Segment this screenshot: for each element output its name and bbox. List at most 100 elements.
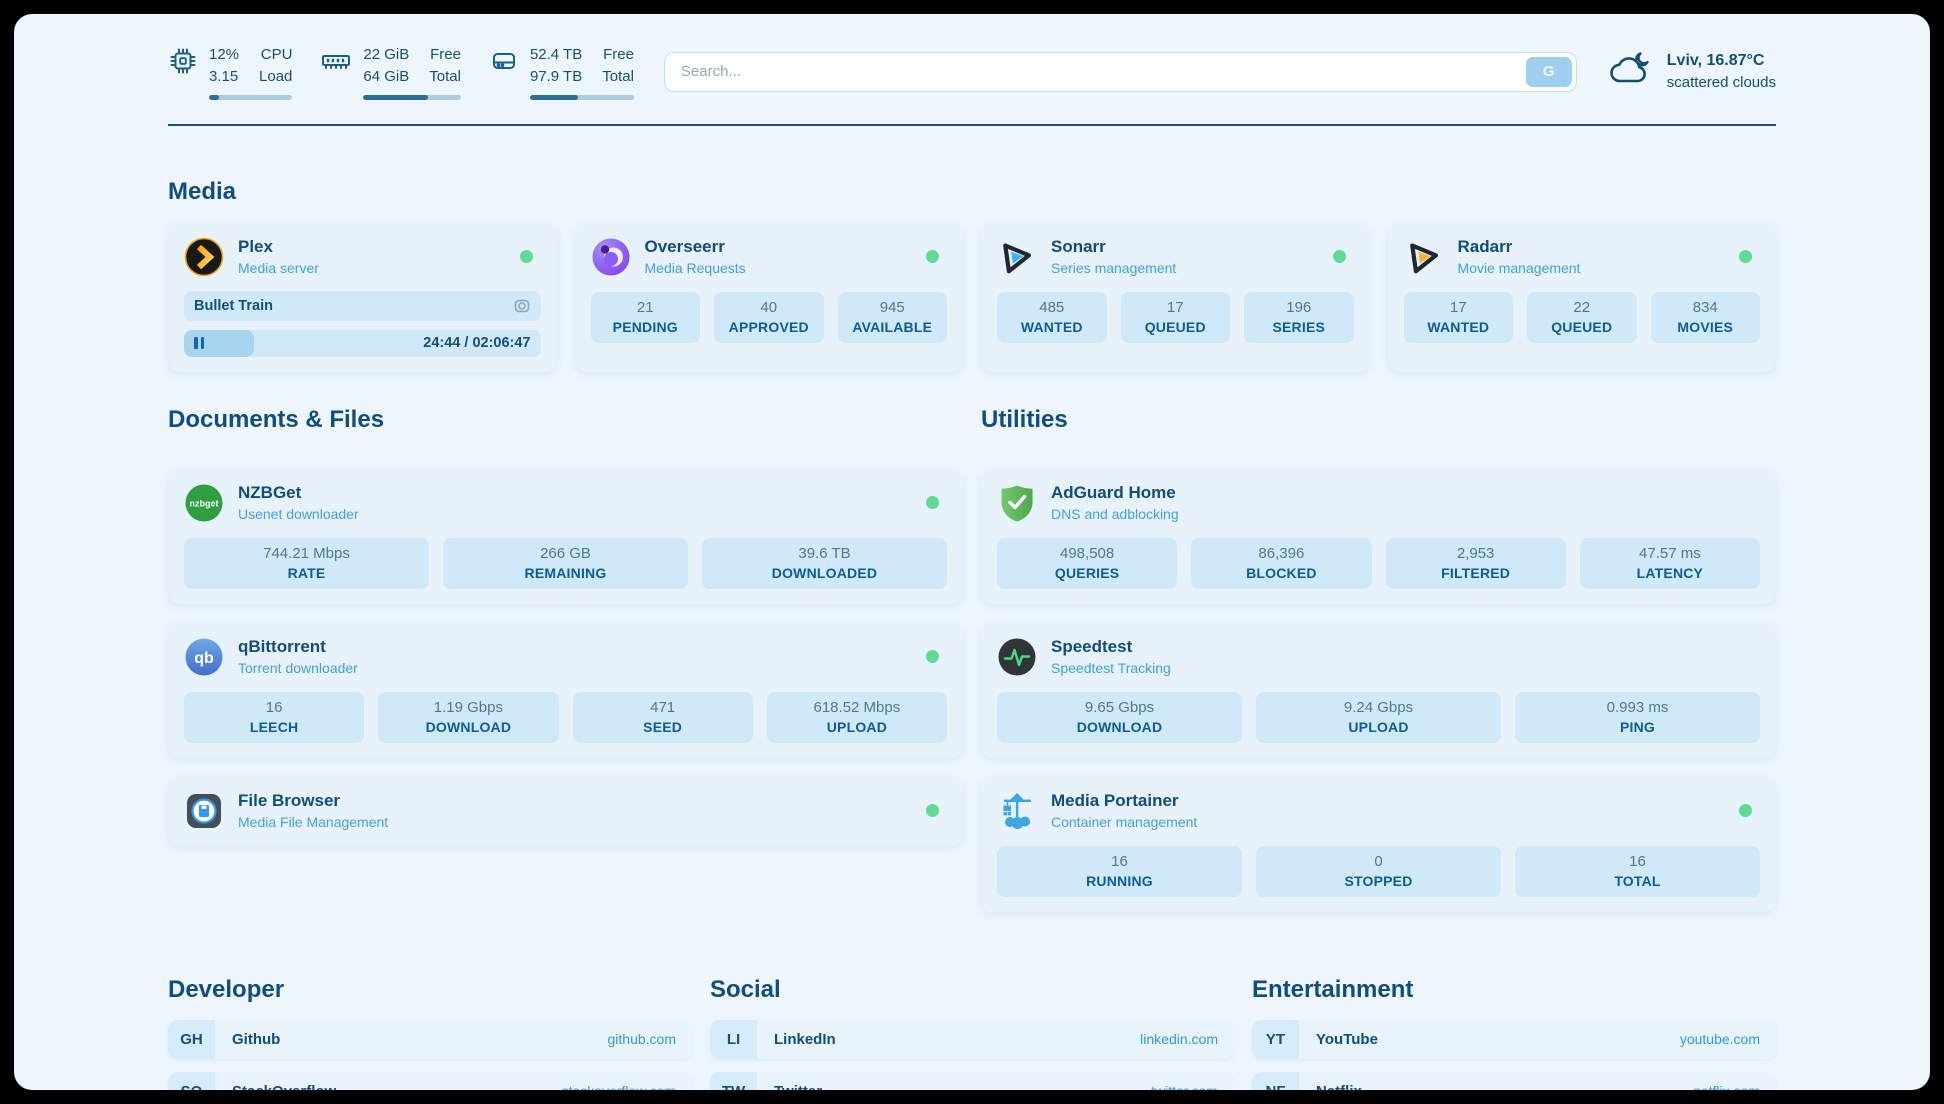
plex-card[interactable]: Plex Media server Bullet Train 24:44 / 0… <box>168 221 557 372</box>
bookmark-youtube[interactable]: YT YouTube youtube.com <box>1252 1019 1776 1059</box>
sonarr-card[interactable]: Sonarr Series management 485 WANTED 17 Q… <box>981 221 1370 372</box>
plex-subtitle: Media server <box>238 260 319 276</box>
ram-metric: 22 GiB 64 GiB Free Total <box>320 44 461 100</box>
bookmark-stackoverflow[interactable]: SO StackOverflow stackoverflow.com <box>168 1071 692 1091</box>
linkedin-name: LinkedIn <box>774 1030 836 1048</box>
pause-icon <box>194 337 204 349</box>
github-name: Github <box>232 1030 281 1048</box>
weather-widget: Lviv, 16.87°C scattered clouds <box>1607 48 1776 95</box>
radarr-stat-wanted: 17 WANTED <box>1403 291 1513 343</box>
overseerr-stat-approved: 40 APPROVED <box>714 291 824 343</box>
bookmarks-area: Developer GH Github github.com SO StackO… <box>168 975 1776 1091</box>
sonarr-status-dot <box>1332 250 1346 263</box>
adguard-card[interactable]: AdGuard Home DNS and adblocking 498,508 … <box>981 467 1776 604</box>
bookmark-twitter[interactable]: TW Twitter twitter.com <box>710 1071 1234 1090</box>
ram-values: 22 GiB 64 GiB <box>363 46 410 85</box>
ram-progress-bar <box>363 94 461 100</box>
netflix-name: Netflix <box>1316 1083 1362 1091</box>
sonarr-title: Sonarr <box>1051 237 1106 256</box>
nzbget-card[interactable]: nzbget NZBGet Usenet downloader 744.21 M… <box>168 467 963 604</box>
sonarr-stat-series: 196 SERIES <box>1244 291 1354 343</box>
header-divider <box>168 123 1776 126</box>
speedtest-title: Speedtest <box>1051 637 1133 656</box>
plex-playback-progress: 24:44 / 02:06:47 <box>184 329 541 357</box>
overseerr-card[interactable]: Overseerr Media Requests 21 PENDING 40 A… <box>574 221 963 372</box>
dashboard-page: 12% 3.15 CPU Load <box>14 14 1930 1090</box>
portainer-stat-total: 16 TOTAL <box>1515 845 1760 897</box>
stackoverflow-badge: SO <box>168 1071 215 1090</box>
qbittorrent-card[interactable]: qb qBittorrent Torrent downloader 16 LEE… <box>168 621 963 758</box>
speedtest-stat-upload: 9.24 Gbps UPLOAD <box>1256 691 1501 743</box>
entertainment-column: Entertainment YT YouTube youtube.com NF … <box>1252 975 1776 1091</box>
radarr-title: Radarr <box>1457 237 1513 256</box>
sonarr-stat-wanted: 485 WANTED <box>997 291 1107 343</box>
cpu-progress-bar <box>209 94 293 100</box>
top-bar: 12% 3.15 CPU Load <box>168 44 1776 100</box>
developer-column: Developer GH Github github.com SO StackO… <box>168 976 692 1091</box>
weather-condition: scattered clouds <box>1666 74 1776 92</box>
ram-icon <box>320 46 352 100</box>
radarr-subtitle: Movie management <box>1457 260 1581 276</box>
filebrowser-title: File Browser <box>238 791 341 810</box>
nzbget-title: NZBGet <box>238 483 302 502</box>
youtube-name: YouTube <box>1316 1030 1378 1048</box>
stackoverflow-name: StackOverflow <box>232 1083 336 1091</box>
github-url: github.com <box>607 1031 676 1047</box>
stackoverflow-url: stackoverflow.com <box>562 1083 676 1090</box>
portainer-icon <box>997 791 1037 831</box>
social-column: Social LI LinkedIn linkedin.com TW Twitt… <box>710 976 1234 1090</box>
search-bar: G <box>663 51 1577 92</box>
bookmark-linkedin[interactable]: LI LinkedIn linkedin.com <box>710 1019 1234 1059</box>
disk-labels: Free Total <box>602 46 634 85</box>
portainer-card[interactable]: Media Portainer Container management 16 … <box>981 775 1776 912</box>
adguard-title: AdGuard Home <box>1051 483 1176 502</box>
radarr-stat-queued: 22 QUEUED <box>1527 291 1637 343</box>
adguard-stat-filtered: 2,953 FILTERED <box>1385 537 1566 589</box>
nzbget-icon: nzbget <box>184 483 224 523</box>
cloud-moon-icon <box>1607 48 1655 95</box>
section-title-entertainment: Entertainment <box>1252 975 1414 1003</box>
qbittorrent-icon: qb <box>184 637 224 677</box>
cpu-values: 12% 3.15 <box>209 46 240 85</box>
section-title-media: Media <box>168 177 237 205</box>
search-engine-button[interactable]: G <box>1525 56 1572 87</box>
portainer-stat-running: 16 RUNNING <box>997 845 1242 897</box>
middle-columns: Documents & Files Utilities nzbget NZBGe… <box>168 372 1776 930</box>
nzbget-status-dot <box>926 496 939 509</box>
speedtest-stat-download: 9.65 Gbps DOWNLOAD <box>997 691 1242 743</box>
cpu-icon <box>168 46 198 100</box>
plex-playback-time: 24:44 / 02:06:47 <box>423 335 531 351</box>
qbittorrent-stat-seed: 471 SEED <box>572 691 753 743</box>
qbittorrent-stat-leech: 16 LEECH <box>184 691 365 743</box>
overseerr-icon <box>591 237 631 277</box>
plex-status-dot <box>519 250 533 263</box>
twitter-badge: TW <box>710 1071 757 1090</box>
filebrowser-status-dot <box>926 804 939 817</box>
disk-values: 52.4 TB 97.9 TB <box>529 46 583 85</box>
bookmark-netflix[interactable]: NF Netflix netflix.com <box>1252 1071 1776 1091</box>
sonarr-icon <box>997 237 1037 277</box>
overseerr-status-dot <box>926 250 939 263</box>
adguard-stat-blocked: 86,396 BLOCKED <box>1191 537 1372 589</box>
portainer-title: Media Portainer <box>1051 791 1179 810</box>
qbittorrent-status-dot <box>926 650 939 663</box>
radarr-status-dot <box>1739 250 1752 263</box>
nzbget-stat-downloaded: 39.6 TB DOWNLOADED <box>702 537 947 589</box>
filebrowser-icon <box>184 791 224 831</box>
filebrowser-card[interactable]: File Browser Media File Management <box>168 775 963 846</box>
speedtest-card[interactable]: Speedtest Speedtest Tracking 9.65 Gbps D… <box>981 621 1776 758</box>
adguard-stat-queries: 498,508 QUERIES <box>997 537 1178 589</box>
overseerr-stat-pending: 21 PENDING <box>590 291 700 343</box>
adguard-subtitle: DNS and adblocking <box>1051 506 1179 522</box>
ram-labels: Free Total <box>429 46 461 85</box>
section-title-documents: Documents & Files <box>168 405 385 433</box>
bookmark-github[interactable]: GH Github github.com <box>168 1019 692 1059</box>
plex-now-playing-row: Bullet Train <box>184 290 541 321</box>
youtube-badge: YT <box>1252 1019 1299 1059</box>
search-input[interactable] <box>663 51 1577 92</box>
nzbget-subtitle: Usenet downloader <box>238 506 359 522</box>
radarr-stat-movies: 834 MOVIES <box>1650 291 1760 343</box>
radarr-card[interactable]: Radarr Movie management 17 WANTED 22 QUE… <box>1387 221 1776 372</box>
radarr-icon <box>1404 237 1444 277</box>
svg-text:qb: qb <box>194 650 214 667</box>
